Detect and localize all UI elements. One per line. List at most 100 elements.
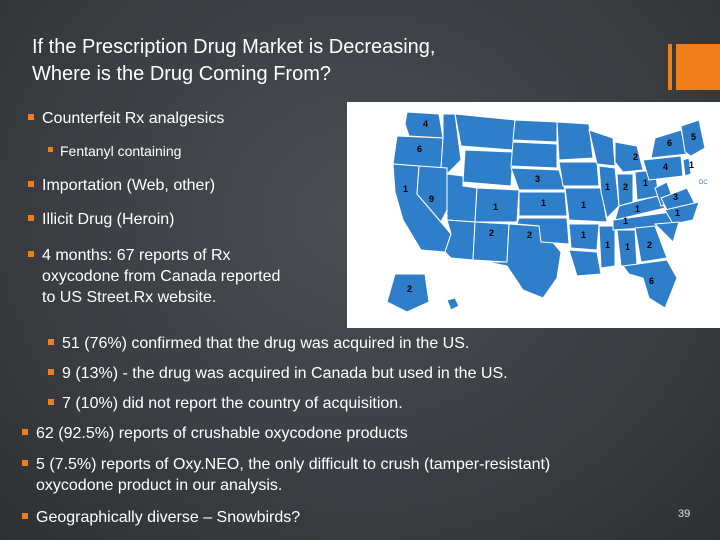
state-mt	[454, 113, 516, 151]
accent-bar	[668, 44, 672, 90]
label-wa: 4	[423, 119, 428, 129]
subbullet-canada: 9 (13%) - the drug was acquired in Canad…	[48, 363, 508, 384]
state-mo	[564, 187, 608, 223]
state-new-england	[680, 119, 706, 157]
label-nj: 1	[689, 160, 694, 170]
label-ak: 2	[407, 284, 412, 294]
label-ca: 1	[403, 184, 408, 194]
subbullet-fentanyl: Fentanyl containing	[48, 141, 181, 162]
label-ma: 5	[691, 132, 696, 142]
bullet-text: 51 (76%) confirmed that the drug was acq…	[62, 335, 470, 352]
bullet-text-line-3: to US Street.Rx website.	[42, 289, 217, 306]
bullet-text: Geographically diverse – Snowbirds?	[36, 509, 301, 526]
label-in: 2	[623, 182, 628, 192]
bullet-text-line-1: 5 (7.5%) reports of Oxy.NEO, the only di…	[36, 456, 551, 473]
label-ky: 1	[635, 204, 640, 214]
state-ok	[516, 217, 570, 245]
bullet-text: Illicit Drug (Heroin)	[42, 211, 175, 228]
bullet-text: Counterfeit Rx analgesics	[42, 110, 225, 127]
bullet-text: Importation (Web, other)	[42, 177, 216, 194]
bullet-crushable: 62 (92.5%) reports of crushable oxycodon…	[22, 423, 408, 444]
label-mo: 1	[581, 200, 586, 210]
subbullet-not-reported: 7 (10%) did not report the country of ac…	[48, 393, 403, 414]
state-il	[598, 165, 620, 219]
title-line-2: Where is the Drug Coming From?	[32, 63, 331, 85]
label-ny: 6	[667, 138, 672, 148]
bullet-geographic: Geographically diverse – Snowbirds?	[22, 507, 300, 528]
state-az	[444, 219, 476, 261]
label-ga: 2	[647, 240, 652, 250]
state-ak	[386, 273, 430, 313]
title-line-1: If the Prescription Drug Market is Decre…	[32, 36, 436, 58]
label-tx: 2	[527, 230, 532, 240]
us-state-map: 4 6 1 9 1 3 2 2 2 1 1 1 1 2 2 1 1 1 1 1 …	[347, 102, 720, 328]
accent-block	[676, 44, 720, 90]
bullet-text: Fentanyl containing	[60, 143, 182, 159]
label-ne: 3	[535, 174, 540, 184]
label-pa: 4	[663, 162, 668, 172]
bullet-square-icon	[28, 251, 34, 257]
label-va: 3	[673, 192, 678, 202]
page-number: 39	[678, 508, 691, 520]
state-sc	[653, 221, 680, 243]
state-ar	[568, 223, 600, 251]
label-ar: 1	[581, 230, 586, 240]
state-mn	[556, 121, 594, 161]
state-nj	[682, 157, 692, 177]
bullet-square-icon	[28, 181, 34, 187]
state-ks	[518, 191, 568, 217]
state-hi	[446, 297, 460, 311]
bullet-text: 62 (92.5%) reports of crushable oxycodon…	[36, 425, 408, 442]
state-ms	[598, 225, 616, 269]
bullet-square-icon	[48, 399, 54, 405]
bullet-square-icon	[28, 215, 34, 221]
bullet-text: 9 (13%) - the drug was acquired in Canad…	[62, 365, 508, 382]
state-pa	[642, 155, 684, 181]
bullet-square-icon	[22, 429, 28, 435]
state-la	[568, 249, 602, 277]
bullet-square-icon	[28, 114, 34, 120]
state-ga	[634, 225, 668, 263]
state-co	[474, 187, 520, 223]
bullet-square-icon	[22, 460, 28, 466]
bullet-text-line-1: 4 months: 67 reports of Rx	[42, 247, 231, 264]
state-wy	[462, 149, 514, 187]
state-ia	[558, 161, 600, 187]
label-ks: 1	[541, 198, 546, 208]
state-mi	[614, 141, 644, 173]
us-map-graphic: 4 6 1 9 1 3 2 2 2 1 1 1 1 2 2 1 1 1 1 1 …	[386, 111, 708, 313]
label-nv: 9	[429, 194, 434, 204]
bullet-oxyneo: 5 (7.5%) reports of Oxy.NEO, the only di…	[22, 454, 692, 496]
label-dc: DC	[699, 180, 708, 186]
bullet-text: 7 (10%) did not report the country of ac…	[62, 395, 403, 412]
bullet-square-icon	[48, 369, 54, 375]
label-al: 1	[625, 242, 630, 252]
bullet-four-months: 4 months: 67 reports of Rx oxycodone fro…	[28, 245, 358, 308]
state-nc	[664, 201, 700, 225]
label-co: 1	[493, 202, 498, 212]
state-wi	[588, 129, 616, 167]
bullet-counterfeit: Counterfeit Rx analgesics	[28, 108, 224, 129]
label-or: 6	[417, 144, 422, 154]
label-tn: 1	[623, 216, 628, 226]
label-ms: 1	[605, 240, 610, 250]
bullet-square-icon	[22, 513, 28, 519]
label-oh: 1	[643, 178, 648, 188]
bullet-text-line-2: oxycodone product in our analysis.	[36, 477, 283, 494]
bullet-square-icon	[48, 147, 53, 152]
bullet-importation: Importation (Web, other)	[28, 175, 215, 196]
label-mi: 2	[633, 152, 638, 162]
bullet-text-line-2: oxycodone from Canada reported	[42, 268, 281, 285]
slide-title: If the Prescription Drug Market is Decre…	[32, 34, 592, 88]
subbullet-confirmed-us: 51 (76%) confirmed that the drug was acq…	[48, 333, 469, 354]
label-nc: 1	[675, 208, 680, 218]
state-fl	[622, 259, 678, 309]
bullet-square-icon	[48, 339, 54, 345]
state-ny	[650, 129, 688, 159]
state-sd	[510, 141, 558, 169]
label-il: 1	[605, 182, 610, 192]
label-fl: 6	[649, 276, 654, 286]
state-nv	[416, 165, 448, 223]
state-nd	[512, 119, 558, 143]
label-nm: 2	[489, 228, 494, 238]
